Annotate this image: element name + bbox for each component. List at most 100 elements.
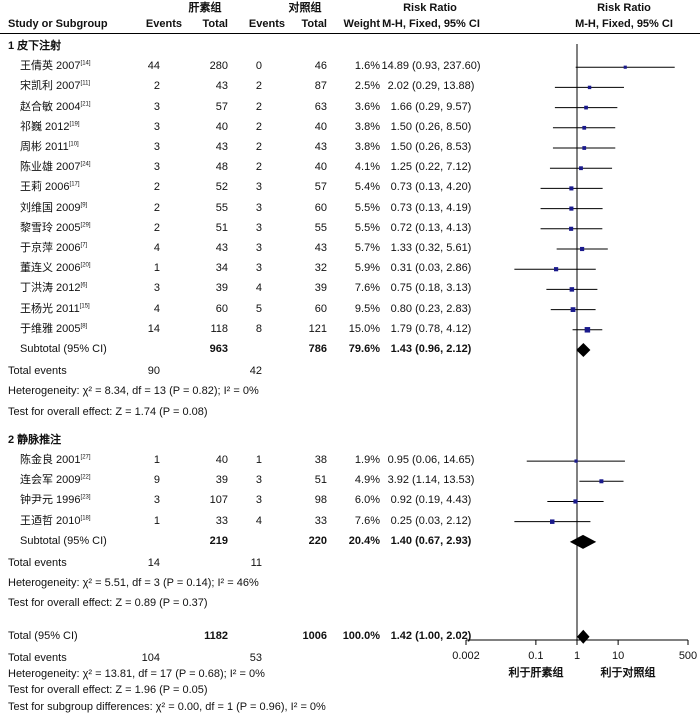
total2-cell: 51 xyxy=(314,474,327,487)
study-reference: [10] xyxy=(68,141,79,148)
weight-cell: 4.9% xyxy=(354,474,380,487)
total2-cell: 60 xyxy=(314,302,327,315)
study-reference: [22] xyxy=(80,474,91,481)
favours-left-label: 利于肝素组 xyxy=(508,667,564,679)
total1-cell: 43 xyxy=(215,141,228,153)
study-col-header: Study or Subgroup xyxy=(8,18,108,30)
ci-cell: 1.33 (0.32, 5.61) xyxy=(390,242,472,254)
forest-plot-svg xyxy=(465,44,689,645)
study-reference: [19] xyxy=(69,121,80,128)
study-name: 宋凯利 2007[11] xyxy=(20,80,90,93)
study-reference: [27] xyxy=(80,454,91,461)
rr-header: Risk Ratio xyxy=(403,2,457,14)
study-reference: [18] xyxy=(80,515,91,522)
subtotal-label: Subtotal (95% CI) xyxy=(20,343,107,355)
events1-cell: 2 xyxy=(153,201,160,214)
total-total1: 1182 xyxy=(204,629,228,642)
study-label: 王杨光 2011 xyxy=(20,302,80,315)
ci-cell: 0.80 (0.23, 2.83) xyxy=(390,302,472,315)
weight-cell: 7.6% xyxy=(354,514,380,527)
effect-marker xyxy=(570,307,576,312)
study-label: 王莉 2006 xyxy=(20,181,70,194)
ci-cell: 0.92 (0.19, 4.43) xyxy=(390,494,472,507)
study-label: 周彬 2011 xyxy=(20,141,69,153)
events2-cell: 2 xyxy=(255,80,262,93)
events2-cell: 2 xyxy=(255,120,262,133)
x-tick-label: 500 xyxy=(678,650,698,662)
events2-cell: 4 xyxy=(255,514,262,527)
events1-cell: 3 xyxy=(153,282,160,295)
weight-cell: 1.6% xyxy=(354,60,380,73)
total2-cell: 63 xyxy=(314,100,327,113)
events1-cell: 1 xyxy=(153,262,160,275)
total1-cell: 107 xyxy=(209,494,228,507)
study-name: 王莉 2006[17] xyxy=(20,181,80,194)
events1-cell: 3 xyxy=(153,494,160,507)
weight-cell: 3.8% xyxy=(354,120,380,133)
effect-marker xyxy=(573,499,578,504)
events2-cell: 3 xyxy=(255,262,262,275)
weight-cell: 5.5% xyxy=(354,221,380,234)
total2-cell: 43 xyxy=(314,141,327,153)
subtotal-total2: 786 xyxy=(308,343,327,355)
events1-cell: 2 xyxy=(153,181,160,194)
study-name: 于京萍 2006[7] xyxy=(20,242,87,255)
x-tick-label: 0.1 xyxy=(528,650,544,662)
ci-cell: 0.73 (0.13, 4.19) xyxy=(390,201,472,214)
events2-cell: 8 xyxy=(255,322,262,335)
heterogeneity-text: Heterogeneity: χ² = 5.51, df = 3 (P = 0.… xyxy=(8,577,259,590)
subtotal-total1: 963 xyxy=(209,343,228,355)
weight-cell: 7.6% xyxy=(354,282,380,295)
total1-cell: 280 xyxy=(209,60,228,73)
ci-cell: 0.95 (0.06, 14.65) xyxy=(387,454,475,467)
weight-cell: 4.1% xyxy=(354,161,380,174)
events1-cell: 4 xyxy=(153,242,160,254)
effect-marker xyxy=(584,105,588,110)
study-reference: [24] xyxy=(80,161,91,168)
effect-marker xyxy=(569,206,574,211)
effect-marker xyxy=(553,267,559,272)
total2-cell: 40 xyxy=(314,120,327,133)
total-events1: 90 xyxy=(147,365,160,378)
effect-marker xyxy=(580,246,585,252)
events2-cell: 3 xyxy=(255,242,262,254)
weight-cell: 15.0% xyxy=(348,322,380,335)
study-name: 陈金良 2001[27] xyxy=(20,454,91,467)
effect-marker xyxy=(569,186,574,191)
study-label: 陈金良 2001 xyxy=(20,454,81,467)
weight-cell: 5.5% xyxy=(354,201,380,214)
study-name: 王迺哲 2010[18] xyxy=(20,515,91,528)
study-reference: [9] xyxy=(80,201,88,208)
total1-cell: 40 xyxy=(215,120,228,133)
favours-right-label: 利于对照组 xyxy=(600,667,656,679)
study-name: 赵合敏 2004[21] xyxy=(20,101,91,114)
ci-cell: 1.79 (0.78, 4.12) xyxy=(390,322,472,335)
weight-cell: 5.7% xyxy=(354,242,380,254)
total-events2: 42 xyxy=(249,365,262,378)
subtotal-total1: 219 xyxy=(209,534,228,547)
weight-col-header: Weight xyxy=(343,18,380,30)
study-reference: [17] xyxy=(69,181,80,188)
subgroup-diff-text: Test for subgroup differences: χ² = 0.00… xyxy=(8,700,326,713)
total2-cell: 121 xyxy=(308,322,327,335)
total1-cell: 51 xyxy=(215,221,228,234)
study-label: 赵合敏 2004 xyxy=(20,100,81,113)
total1-cell: 33 xyxy=(215,514,228,527)
total2-col-header: Total xyxy=(301,18,327,30)
total2-cell: 38 xyxy=(314,454,327,467)
study-label: 宋凯利 2007 xyxy=(20,80,81,93)
study-reference: [29] xyxy=(80,222,91,229)
total1-cell: 43 xyxy=(215,242,228,254)
subtotal-ci: 1.40 (0.67, 2.93) xyxy=(390,534,472,547)
events1-cell: 2 xyxy=(153,80,160,93)
study-name: 王倩英 2007[14] xyxy=(20,60,91,73)
weight-cell: 9.5% xyxy=(354,302,380,315)
study-label: 钟尹元 1996 xyxy=(20,494,81,507)
events2-cell: 2 xyxy=(255,141,262,153)
study-label: 王倩英 2007 xyxy=(20,60,81,73)
events2-cell: 3 xyxy=(255,181,262,194)
pooled-diamond xyxy=(577,629,590,644)
rr-plot-header: Risk Ratio xyxy=(597,2,651,14)
total2-cell: 43 xyxy=(314,242,327,254)
total-events1: 14 xyxy=(147,557,160,570)
